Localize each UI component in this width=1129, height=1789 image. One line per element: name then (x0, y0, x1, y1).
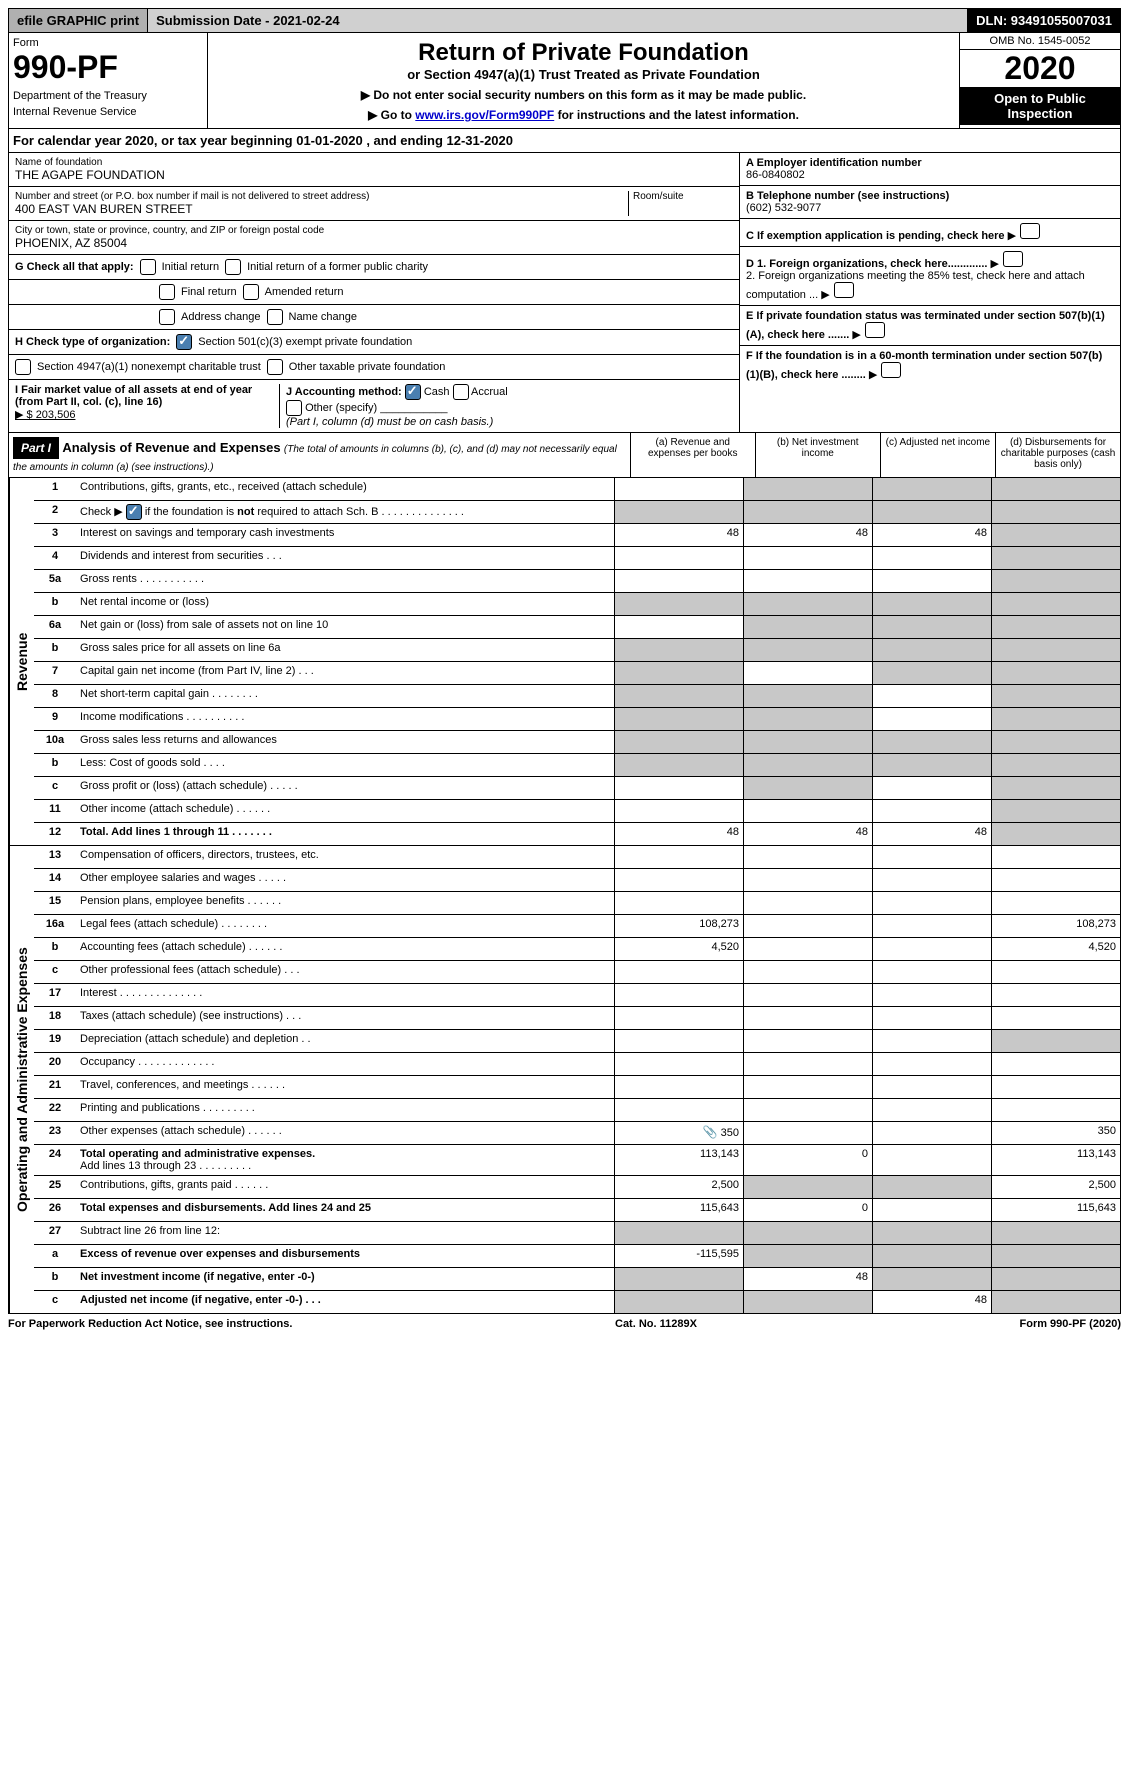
col-b-head: (b) Net investment income (755, 433, 880, 477)
f-cell: F If the foundation is in a 60-month ter… (740, 346, 1120, 385)
note-link: ▶ Go to www.irs.gov/Form990PF for instru… (214, 108, 953, 122)
form-subtitle: or Section 4947(a)(1) Trust Treated as P… (214, 67, 953, 82)
chk-accrual[interactable] (453, 384, 469, 400)
foundation-name-cell: Name of foundation THE AGAPE FOUNDATION (9, 153, 739, 187)
chk-amended[interactable] (243, 284, 259, 300)
attach-icon[interactable]: 📎 (703, 1125, 718, 1139)
chk-d1[interactable] (1003, 251, 1023, 267)
chk-e[interactable] (865, 322, 885, 338)
chk-cash[interactable] (405, 384, 421, 400)
chk-name-change[interactable] (267, 309, 283, 325)
col-d-head: (d) Disbursements for charitable purpose… (995, 433, 1120, 477)
cat-no: Cat. No. 11289X (615, 1318, 697, 1330)
chk-f[interactable] (881, 362, 901, 378)
chk-schb[interactable] (126, 504, 142, 520)
calendar-year: For calendar year 2020, or tax year begi… (8, 129, 1121, 153)
chk-final[interactable] (159, 284, 175, 300)
address-cell: Number and street (or P.O. box number if… (9, 187, 739, 221)
info-section: Name of foundation THE AGAPE FOUNDATION … (8, 153, 1121, 433)
top-bar: efile GRAPHIC print Submission Date - 20… (8, 8, 1121, 33)
d-cell: D 1. Foreign organizations, check here..… (740, 247, 1120, 306)
form-title: Return of Private Foundation (214, 39, 953, 67)
chk-d2[interactable] (834, 282, 854, 298)
revenue-table: Revenue 1Contributions, gifts, grants, e… (8, 478, 1121, 846)
i-j-row: I Fair market value of all assets at end… (9, 380, 739, 432)
page-footer: For Paperwork Reduction Act Notice, see … (8, 1314, 1121, 1334)
col-a-head: (a) Revenue and expenses per books (630, 433, 755, 477)
efile-label[interactable]: efile GRAPHIC print (9, 9, 148, 32)
analysis-header: Part I Analysis of Revenue and Expenses … (8, 433, 1121, 478)
chk-other-method[interactable] (286, 400, 302, 416)
note-ssn: ▶ Do not enter social security numbers o… (214, 88, 953, 102)
chk-other-tax[interactable] (267, 359, 283, 375)
e-cell: E If private foundation status was termi… (740, 306, 1120, 346)
irs-link[interactable]: www.irs.gov/Form990PF (415, 108, 554, 122)
dept: Department of the Treasury (13, 90, 203, 102)
omb: OMB No. 1545-0052 (960, 33, 1120, 50)
h-checks: H Check type of organization: Section 50… (9, 330, 739, 355)
submission-date: Submission Date - 2021-02-24 (148, 9, 968, 32)
chk-initial-former[interactable] (225, 259, 241, 275)
col-c-head: (c) Adjusted net income (880, 433, 995, 477)
irs: Internal Revenue Service (13, 106, 203, 118)
part-label: Part I (13, 437, 59, 459)
expenses-table: Operating and Administrative Expenses 13… (8, 846, 1121, 1314)
revenue-label: Revenue (9, 478, 34, 845)
c-cell: C If exemption application is pending, c… (740, 219, 1120, 247)
form-label: Form (13, 37, 203, 49)
tax-year: 2020 (960, 50, 1120, 87)
city-cell: City or town, state or province, country… (9, 221, 739, 255)
expenses-label: Operating and Administrative Expenses (9, 846, 34, 1313)
chk-initial[interactable] (140, 259, 156, 275)
phone-cell: B Telephone number (see instructions) (6… (740, 186, 1120, 219)
form-header: Form 990-PF Department of the Treasury I… (8, 33, 1121, 129)
g-checks: G Check all that apply: Initial return I… (9, 255, 739, 280)
open-inspection: Open to Public Inspection (960, 87, 1120, 125)
dln: DLN: 93491055007031 (968, 9, 1120, 32)
form-ref: Form 990-PF (2020) (1020, 1318, 1121, 1330)
form-number: 990-PF (13, 49, 203, 86)
chk-addr-change[interactable] (159, 309, 175, 325)
ein-cell: A Employer identification number 86-0840… (740, 153, 1120, 186)
paperwork-notice: For Paperwork Reduction Act Notice, see … (8, 1318, 292, 1330)
chk-501c3[interactable] (176, 334, 192, 350)
chk-c[interactable] (1020, 223, 1040, 239)
chk-4947[interactable] (15, 359, 31, 375)
